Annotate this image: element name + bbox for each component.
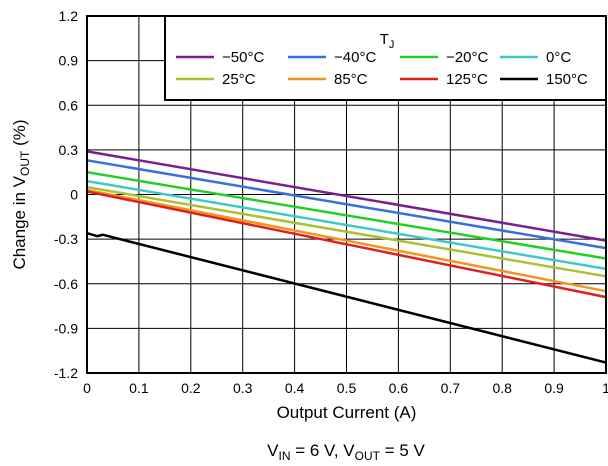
x-tick-label: 0.4: [285, 380, 305, 396]
legend-entry: 125°C: [446, 71, 488, 88]
series-line: [86, 231, 607, 364]
y-tick-label: 0.3: [59, 142, 79, 158]
legend-title-main: T: [380, 31, 389, 48]
x-tick-label: 0.7: [441, 380, 461, 396]
y-tick-label: 0: [70, 187, 78, 203]
caption-end: = 5 V: [380, 441, 426, 460]
caption-in-sub: IN: [278, 449, 290, 463]
series-line: [86, 188, 607, 293]
tick-labels: 0 0.1 0.2 0.3 0.4 0.5 0.6 0.7 0.8 0.9 1 -1.2 -0.9 -0.…: [54, 8, 608, 396]
legend-entry: 85°C: [334, 71, 368, 88]
x-tick-label: 0.6: [389, 380, 409, 396]
chart-caption: VIN = 6 V, VOUT = 5 V: [267, 441, 425, 463]
series-line: [86, 150, 607, 242]
y-tick-label: -0.3: [54, 231, 78, 247]
y-tick-label: 0.9: [59, 53, 79, 69]
legend-title-sub: J: [389, 39, 395, 51]
y-axis-title-sub: OUT: [18, 150, 32, 176]
x-tick-label: 0.3: [233, 380, 253, 396]
y-axis-title: Change in VOUT (%): [10, 119, 32, 269]
series-lines: [86, 150, 607, 364]
series-line: [86, 159, 607, 250]
y-axis-title-suffix: (%): [10, 119, 29, 150]
x-tick-label: 0.5: [337, 380, 357, 396]
x-tick-label: 0.2: [181, 380, 201, 396]
series-line: [86, 190, 607, 299]
x-tick-label: 1: [602, 380, 608, 396]
y-tick-label: -1.2: [54, 365, 78, 381]
legend-entry: −40°C: [334, 49, 376, 66]
plot-frame: [86, 15, 607, 374]
y-tick-label: -0.6: [54, 276, 78, 292]
y-tick-label: 0.6: [59, 97, 79, 113]
x-axis-title: Output Current (A): [277, 403, 417, 422]
legend-entry: −50°C: [222, 49, 264, 66]
legend-entry: −20°C: [446, 49, 488, 66]
legend: TJ −50°C −40°C −20°C 0°C 25°C 85°C 125°C 150°C: [176, 31, 588, 88]
x-tick-label: 0.8: [492, 380, 512, 396]
y-tick-label: 1.2: [59, 8, 79, 24]
x-tick-label: 0: [83, 380, 91, 396]
x-tick-label: 0.1: [129, 380, 149, 396]
caption-mid: = 6 V, V: [290, 441, 355, 460]
legend-entry: 150°C: [546, 71, 588, 88]
legend-entry: 25°C: [222, 71, 256, 88]
caption-v-in: V: [267, 441, 279, 460]
y-axis-title-prefix: Change in V: [10, 175, 29, 269]
y-tick-label: -0.9: [54, 320, 78, 336]
series-line: [86, 179, 607, 271]
legend-entry: 0°C: [546, 49, 571, 66]
series-line: [86, 170, 607, 260]
caption-out-sub: OUT: [355, 449, 381, 463]
x-tick-label: 0.9: [544, 380, 564, 396]
series-line: [86, 185, 607, 278]
legend-title: TJ: [380, 31, 395, 51]
